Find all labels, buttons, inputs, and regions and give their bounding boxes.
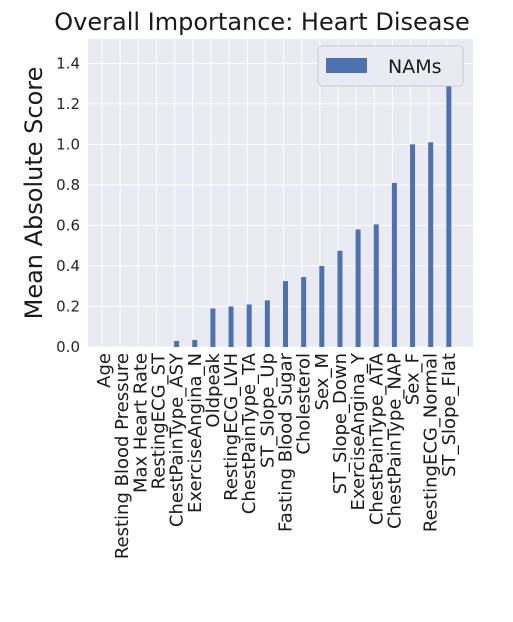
bar-chestpaintype-asy xyxy=(174,340,180,347)
bar-oldpeak xyxy=(210,308,216,347)
x-tick-label: ChestPainType_TA xyxy=(239,352,260,514)
y-tick-label: 1.0 xyxy=(56,135,80,153)
x-tick-label: ExerciseAngina_Y xyxy=(348,352,369,510)
x-tick-label: ST_Slope_Up xyxy=(257,353,278,468)
x-tick-label: ST_Slope_Flat xyxy=(439,353,460,477)
y-tick-labels: 0.0 0.2 0.4 0.6 0.8 1.0 1.2 1.4 xyxy=(56,54,80,356)
bar-restingecg-normal xyxy=(428,142,434,347)
y-tick-label: 1.2 xyxy=(56,95,80,113)
x-tick-label: ChestPainType_ATA xyxy=(366,352,387,525)
x-tick-label: ExerciseAngina_N xyxy=(185,353,206,513)
y-tick-label: 0.2 xyxy=(56,297,80,315)
x-tick-label: RestingECG_ST xyxy=(148,352,169,489)
y-tick-label: 0.8 xyxy=(56,176,80,194)
bar-exerciseangina-n xyxy=(192,339,198,347)
y-tick-label: 0.4 xyxy=(56,257,80,275)
x-tick-label: Max Heart Rate xyxy=(130,353,151,493)
y-tick-label: 1.4 xyxy=(56,54,80,72)
bar-chestpaintype-ata xyxy=(373,224,379,347)
bar-fasting-blood-sugar xyxy=(283,281,288,347)
chart-title: Overall Importance: Heart Disease xyxy=(54,8,469,36)
bar-st-slope-down xyxy=(337,250,343,347)
bar-restingecg-lvh xyxy=(228,306,234,347)
y-tick-label: 0.0 xyxy=(56,338,80,356)
bar-sex-f xyxy=(410,144,416,347)
x-tick-label: ChestPainType_NAP xyxy=(384,353,405,529)
x-tick-label: ST_Slope_Down xyxy=(330,353,351,494)
bar-cholesterol xyxy=(301,277,307,347)
legend-box xyxy=(317,45,464,87)
legend-swatch-nams xyxy=(326,58,367,73)
plot-area xyxy=(88,39,473,347)
bar-chestpaintype-nap xyxy=(391,182,397,347)
bars xyxy=(174,67,452,348)
x-tick-label: RestingECG_LVH xyxy=(221,353,242,501)
y-tick-label: 0.6 xyxy=(56,216,80,234)
legend: NAMs xyxy=(317,45,464,87)
x-tick-label: Age xyxy=(94,353,115,388)
x-tick-label: Cholesterol xyxy=(294,353,315,455)
x-tick-label: Sex_M xyxy=(312,353,333,410)
legend-label-nams: NAMs xyxy=(388,56,442,78)
y-axis-title: Mean Absolute Score xyxy=(20,67,48,320)
bar-sex-m xyxy=(319,265,325,347)
x-tick-label: RestingECG_Normal xyxy=(421,353,442,532)
bar-exerciseangina-y xyxy=(355,229,361,347)
bar-st-slope-flat xyxy=(446,67,452,348)
bar-st-slope-up xyxy=(264,300,270,347)
x-tick-label: Resting Blood Pressure xyxy=(112,353,133,559)
bar-chestpaintype-ta xyxy=(246,304,252,347)
x-tick-label: Oldpeak xyxy=(203,352,224,427)
x-tick-label: Sex_F xyxy=(403,353,424,405)
x-tick-label: ChestPainType_ASY xyxy=(167,352,188,527)
x-tick-label: Fasting Blood Sugar xyxy=(276,352,297,532)
